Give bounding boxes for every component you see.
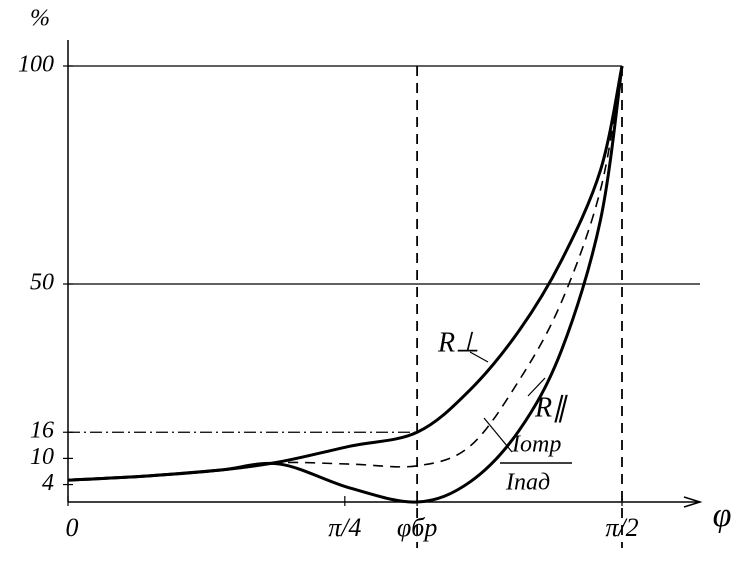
y-axis-label: % xyxy=(30,6,50,32)
x-tick-label: 0 xyxy=(66,513,79,542)
leader xyxy=(483,417,513,453)
series-label: R⊥ xyxy=(437,327,480,358)
y-tick-label: 100 xyxy=(18,52,54,78)
x-tick-label: φбр xyxy=(397,513,437,542)
y-tick-label: 4 xyxy=(42,470,54,496)
y-tick-label: 16 xyxy=(30,418,54,444)
line xyxy=(67,65,624,504)
x-tick-label: π/2 xyxy=(605,513,638,542)
x-axis-arrow xyxy=(683,496,703,508)
x-tick-label: π/4 xyxy=(328,513,361,542)
leader xyxy=(527,377,546,397)
line xyxy=(67,65,623,481)
y-tick-label: 50 xyxy=(30,270,54,296)
y-tick-label: 10 xyxy=(30,444,54,470)
x-axis-label: φ xyxy=(713,497,732,534)
series-label-numerator: Iотр xyxy=(511,432,561,458)
series-label: R∥ xyxy=(534,392,568,423)
series-label-denominator: Iпад xyxy=(505,470,550,496)
leader xyxy=(469,351,489,363)
